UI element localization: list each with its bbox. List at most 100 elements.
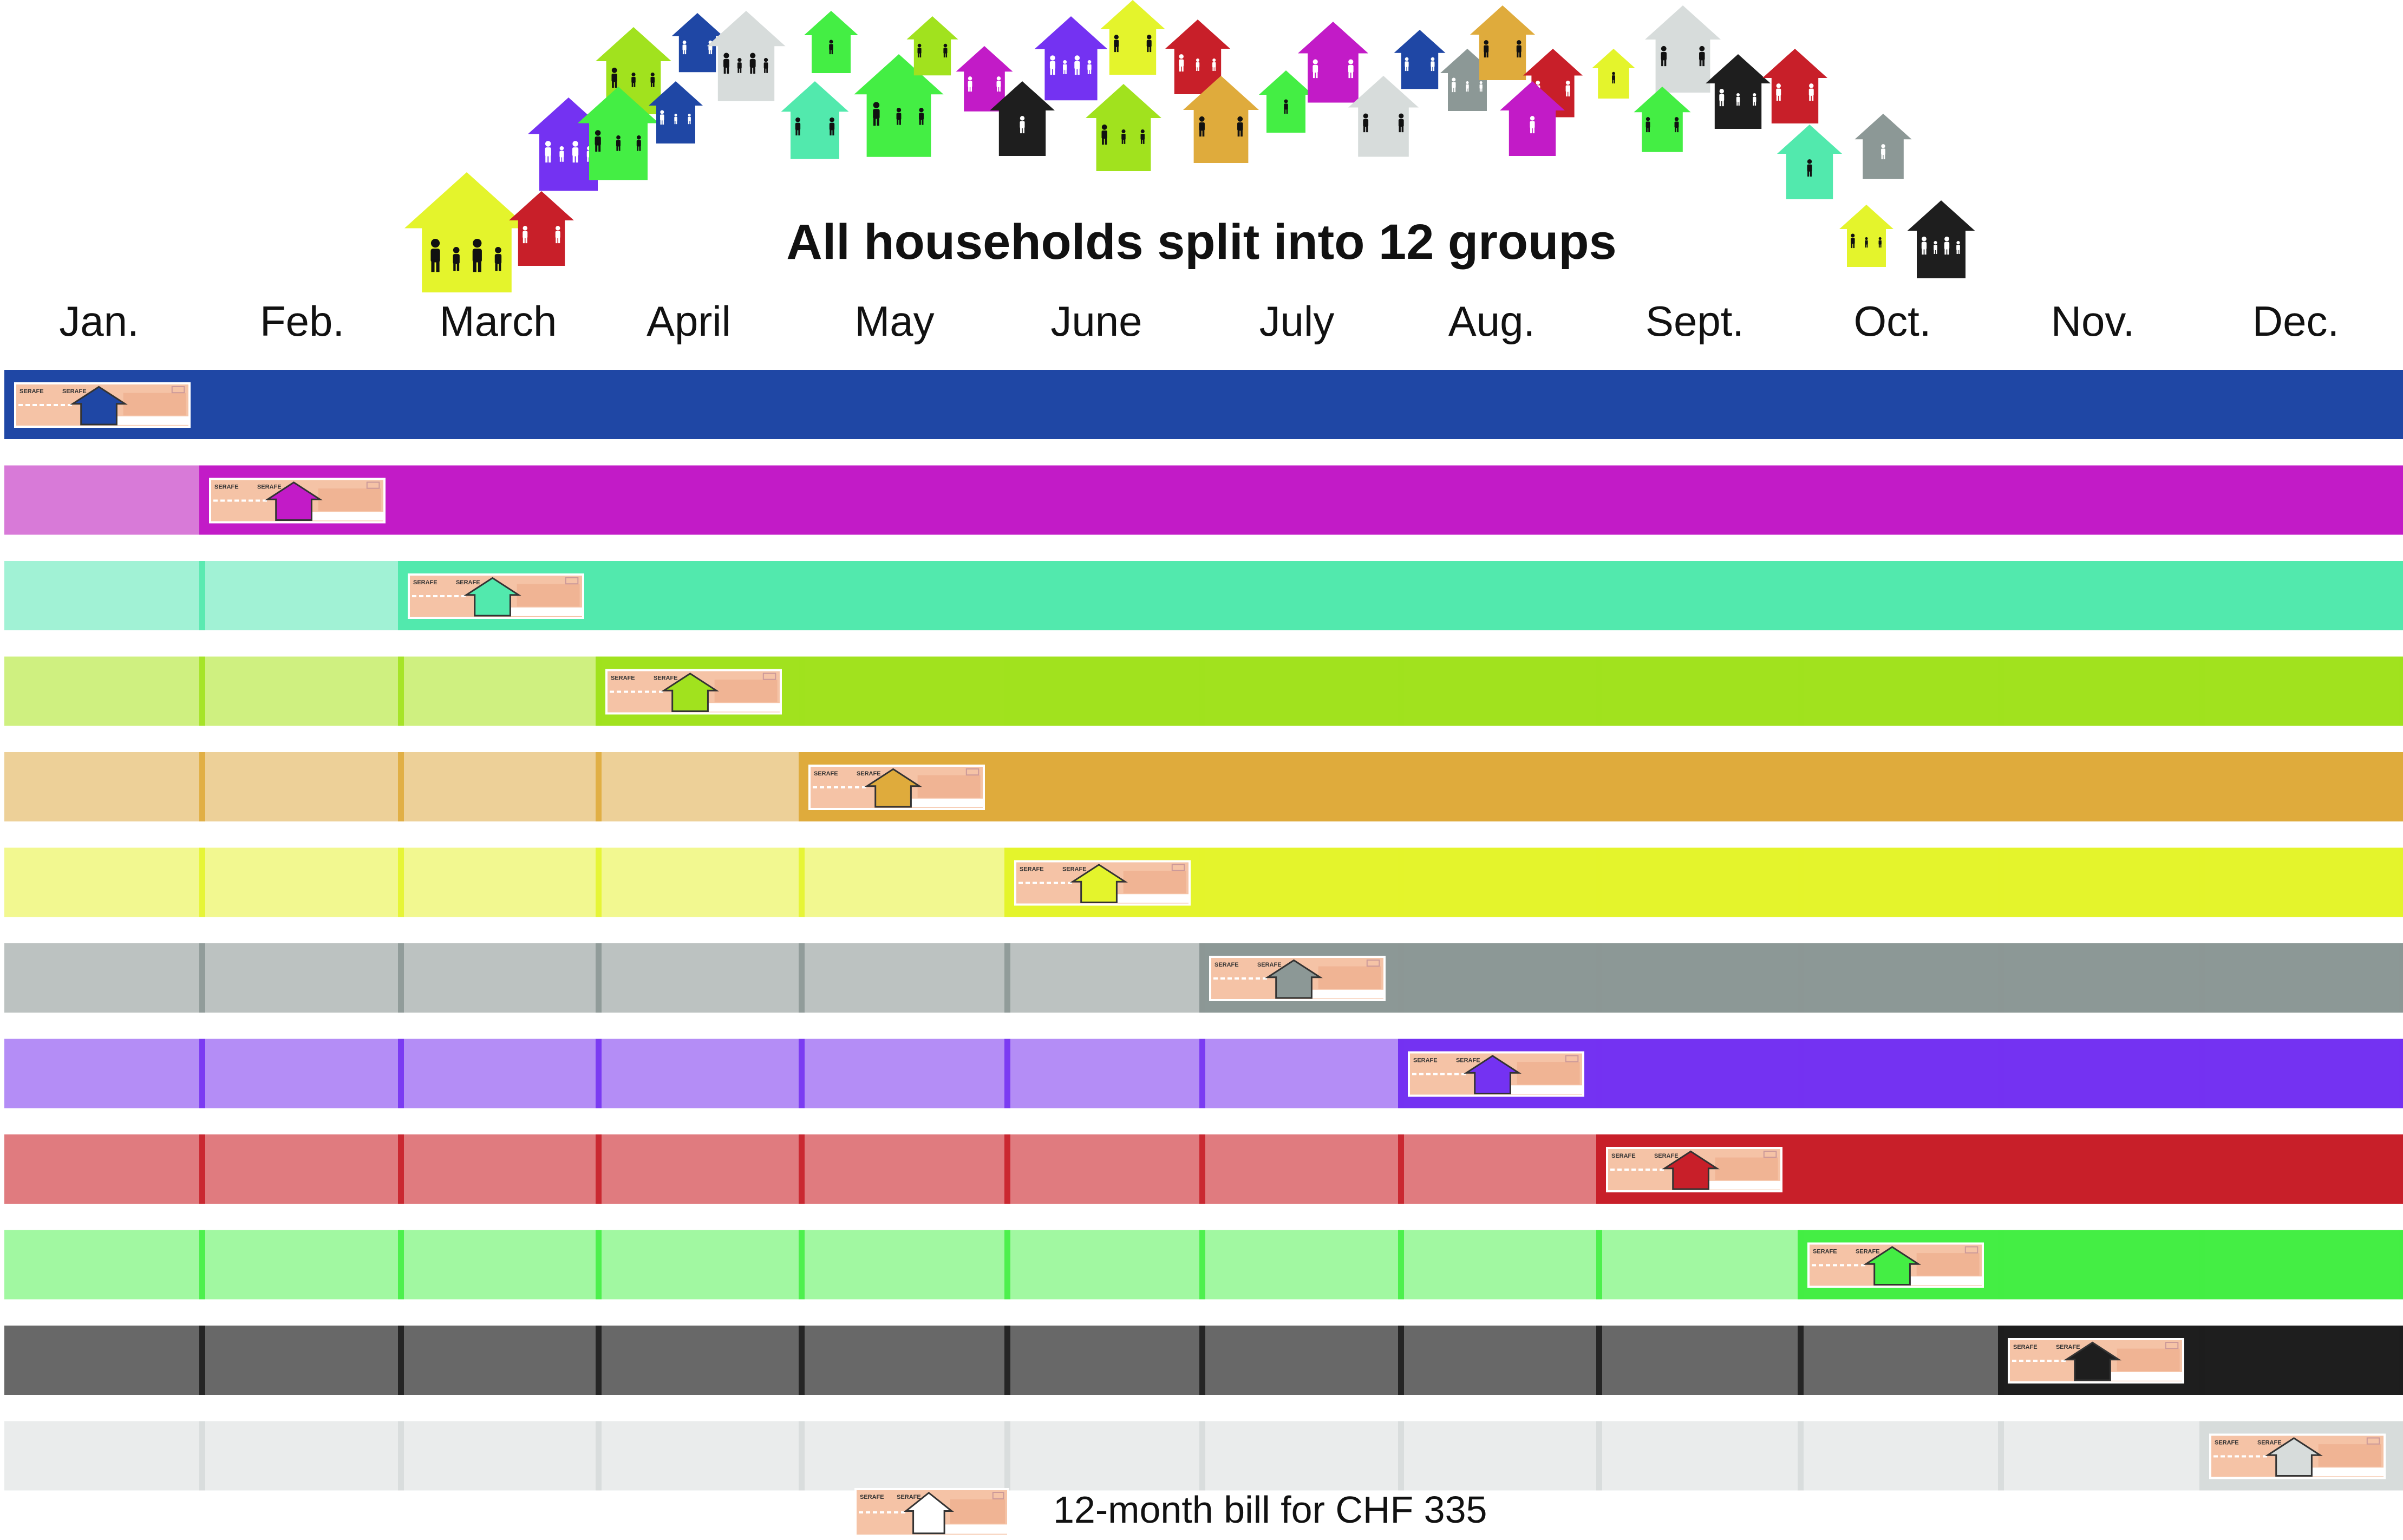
family-icon — [1661, 45, 1705, 67]
month-divider — [1798, 847, 1804, 917]
month-divider — [1998, 656, 2004, 726]
month-divider — [1398, 370, 1404, 439]
month-divider — [199, 656, 205, 726]
bill-brand: SERAFE — [654, 675, 678, 682]
house-icon — [1855, 114, 1912, 179]
paid-segment — [199, 465, 2403, 535]
month-divider — [2399, 561, 2403, 630]
month-divider — [1398, 943, 1404, 1013]
month-divider — [1798, 465, 1804, 535]
month-divider — [199, 847, 205, 917]
month-divider — [1004, 465, 1010, 535]
household-icons-cluster — [404, 0, 1975, 292]
month-divider — [1398, 561, 1404, 630]
month-divider — [2199, 1230, 2205, 1300]
month-divider — [2399, 656, 2403, 726]
month-divider — [1596, 561, 1602, 630]
month-divider — [1998, 752, 2004, 821]
month-divider — [398, 561, 404, 630]
month-divider — [596, 1230, 602, 1300]
month-label: July — [1259, 297, 1335, 345]
month-divider — [1199, 752, 1205, 821]
month-divider — [2399, 1134, 2403, 1204]
house-icon — [2064, 1341, 2121, 1381]
month-divider — [1596, 1326, 1602, 1395]
month-divider — [398, 1326, 404, 1395]
month-divider — [799, 1134, 805, 1204]
family-icon — [1645, 117, 1679, 133]
month-divider — [1998, 1421, 2004, 1491]
month-divider — [1398, 1326, 1404, 1395]
house-icon — [906, 16, 958, 76]
month-divider — [2199, 1134, 2205, 1204]
month-divider — [1199, 1326, 1205, 1395]
house-icon — [864, 768, 922, 808]
house-icon — [1777, 125, 1842, 199]
group-row: SERAFE SERAFE — [4, 1134, 2403, 1204]
house-icon — [1394, 30, 1446, 89]
month-divider — [2399, 943, 2403, 1013]
month-divider — [2399, 370, 2403, 439]
month-divider — [799, 370, 805, 439]
family-icon — [1807, 159, 1812, 177]
month-divider — [1199, 561, 1205, 630]
month-divider — [1004, 370, 1010, 439]
bill-brand: SERAFE — [2056, 1344, 2080, 1350]
family-icon — [968, 76, 1001, 92]
group-row: SERAFE SERAFE — [4, 370, 2403, 439]
month-divider — [398, 847, 404, 917]
bill-brand: SERAFE — [1654, 1153, 1679, 1159]
month-divider — [1398, 847, 1404, 917]
family-icon — [795, 117, 835, 136]
month-divider — [1004, 656, 1010, 726]
family-icon — [873, 102, 924, 126]
month-divider — [199, 1134, 205, 1204]
month-divider — [2399, 752, 2403, 821]
bill-icon: SERAFE SERAFE — [1408, 1051, 1584, 1097]
month-divider — [1596, 1421, 1602, 1491]
house-icon — [854, 54, 944, 157]
month-label: Feb. — [259, 297, 345, 345]
month-divider — [596, 1039, 602, 1108]
month-divider — [1998, 1134, 2004, 1204]
bill-brand: SERAFE — [214, 484, 239, 491]
month-divider — [1998, 847, 2004, 917]
house-icon — [1464, 1055, 1522, 1094]
month-divider — [596, 656, 602, 726]
month-divider — [2399, 1039, 2403, 1108]
family-icon — [1452, 77, 1483, 93]
month-divider — [398, 1039, 404, 1108]
bill-brand: SERAFE — [1020, 866, 1044, 873]
group-row: SERAFE SERAFE — [4, 1421, 2403, 1491]
month-divider — [2199, 752, 2205, 821]
bill-icon: SERAFE SERAFE — [2008, 1338, 2184, 1384]
family-icon — [595, 130, 641, 152]
house-icon — [1634, 87, 1691, 152]
month-divider — [199, 561, 205, 630]
month-divider — [1004, 1134, 1010, 1204]
month-divider — [2199, 656, 2205, 726]
month-divider — [398, 656, 404, 726]
house-icon — [70, 386, 128, 426]
house-icon — [1500, 81, 1565, 156]
month-divider — [398, 943, 404, 1013]
bill-brand: SERAFE — [413, 579, 437, 586]
group-row: SERAFE SERAFE — [4, 465, 2403, 535]
month-divider — [1004, 847, 1010, 917]
house-icon — [671, 13, 723, 73]
month-divider — [799, 1326, 805, 1395]
house-icon — [1259, 70, 1313, 133]
family-icon — [1284, 99, 1288, 114]
bill-icon: SERAFE SERAFE — [209, 478, 386, 524]
legend-text: 12-month bill for CHF 335 — [1053, 1489, 1487, 1531]
family-icon — [1363, 113, 1404, 133]
month-divider — [799, 1230, 805, 1300]
month-divider — [799, 943, 805, 1013]
house-icon — [1762, 49, 1827, 123]
bill-brand: SERAFE — [611, 675, 635, 682]
month-divider — [2199, 1421, 2205, 1491]
family-icon — [723, 53, 768, 74]
month-divider — [799, 1039, 805, 1108]
family-icon — [1101, 124, 1145, 145]
bill-icon: SERAFE SERAFE — [605, 669, 782, 715]
